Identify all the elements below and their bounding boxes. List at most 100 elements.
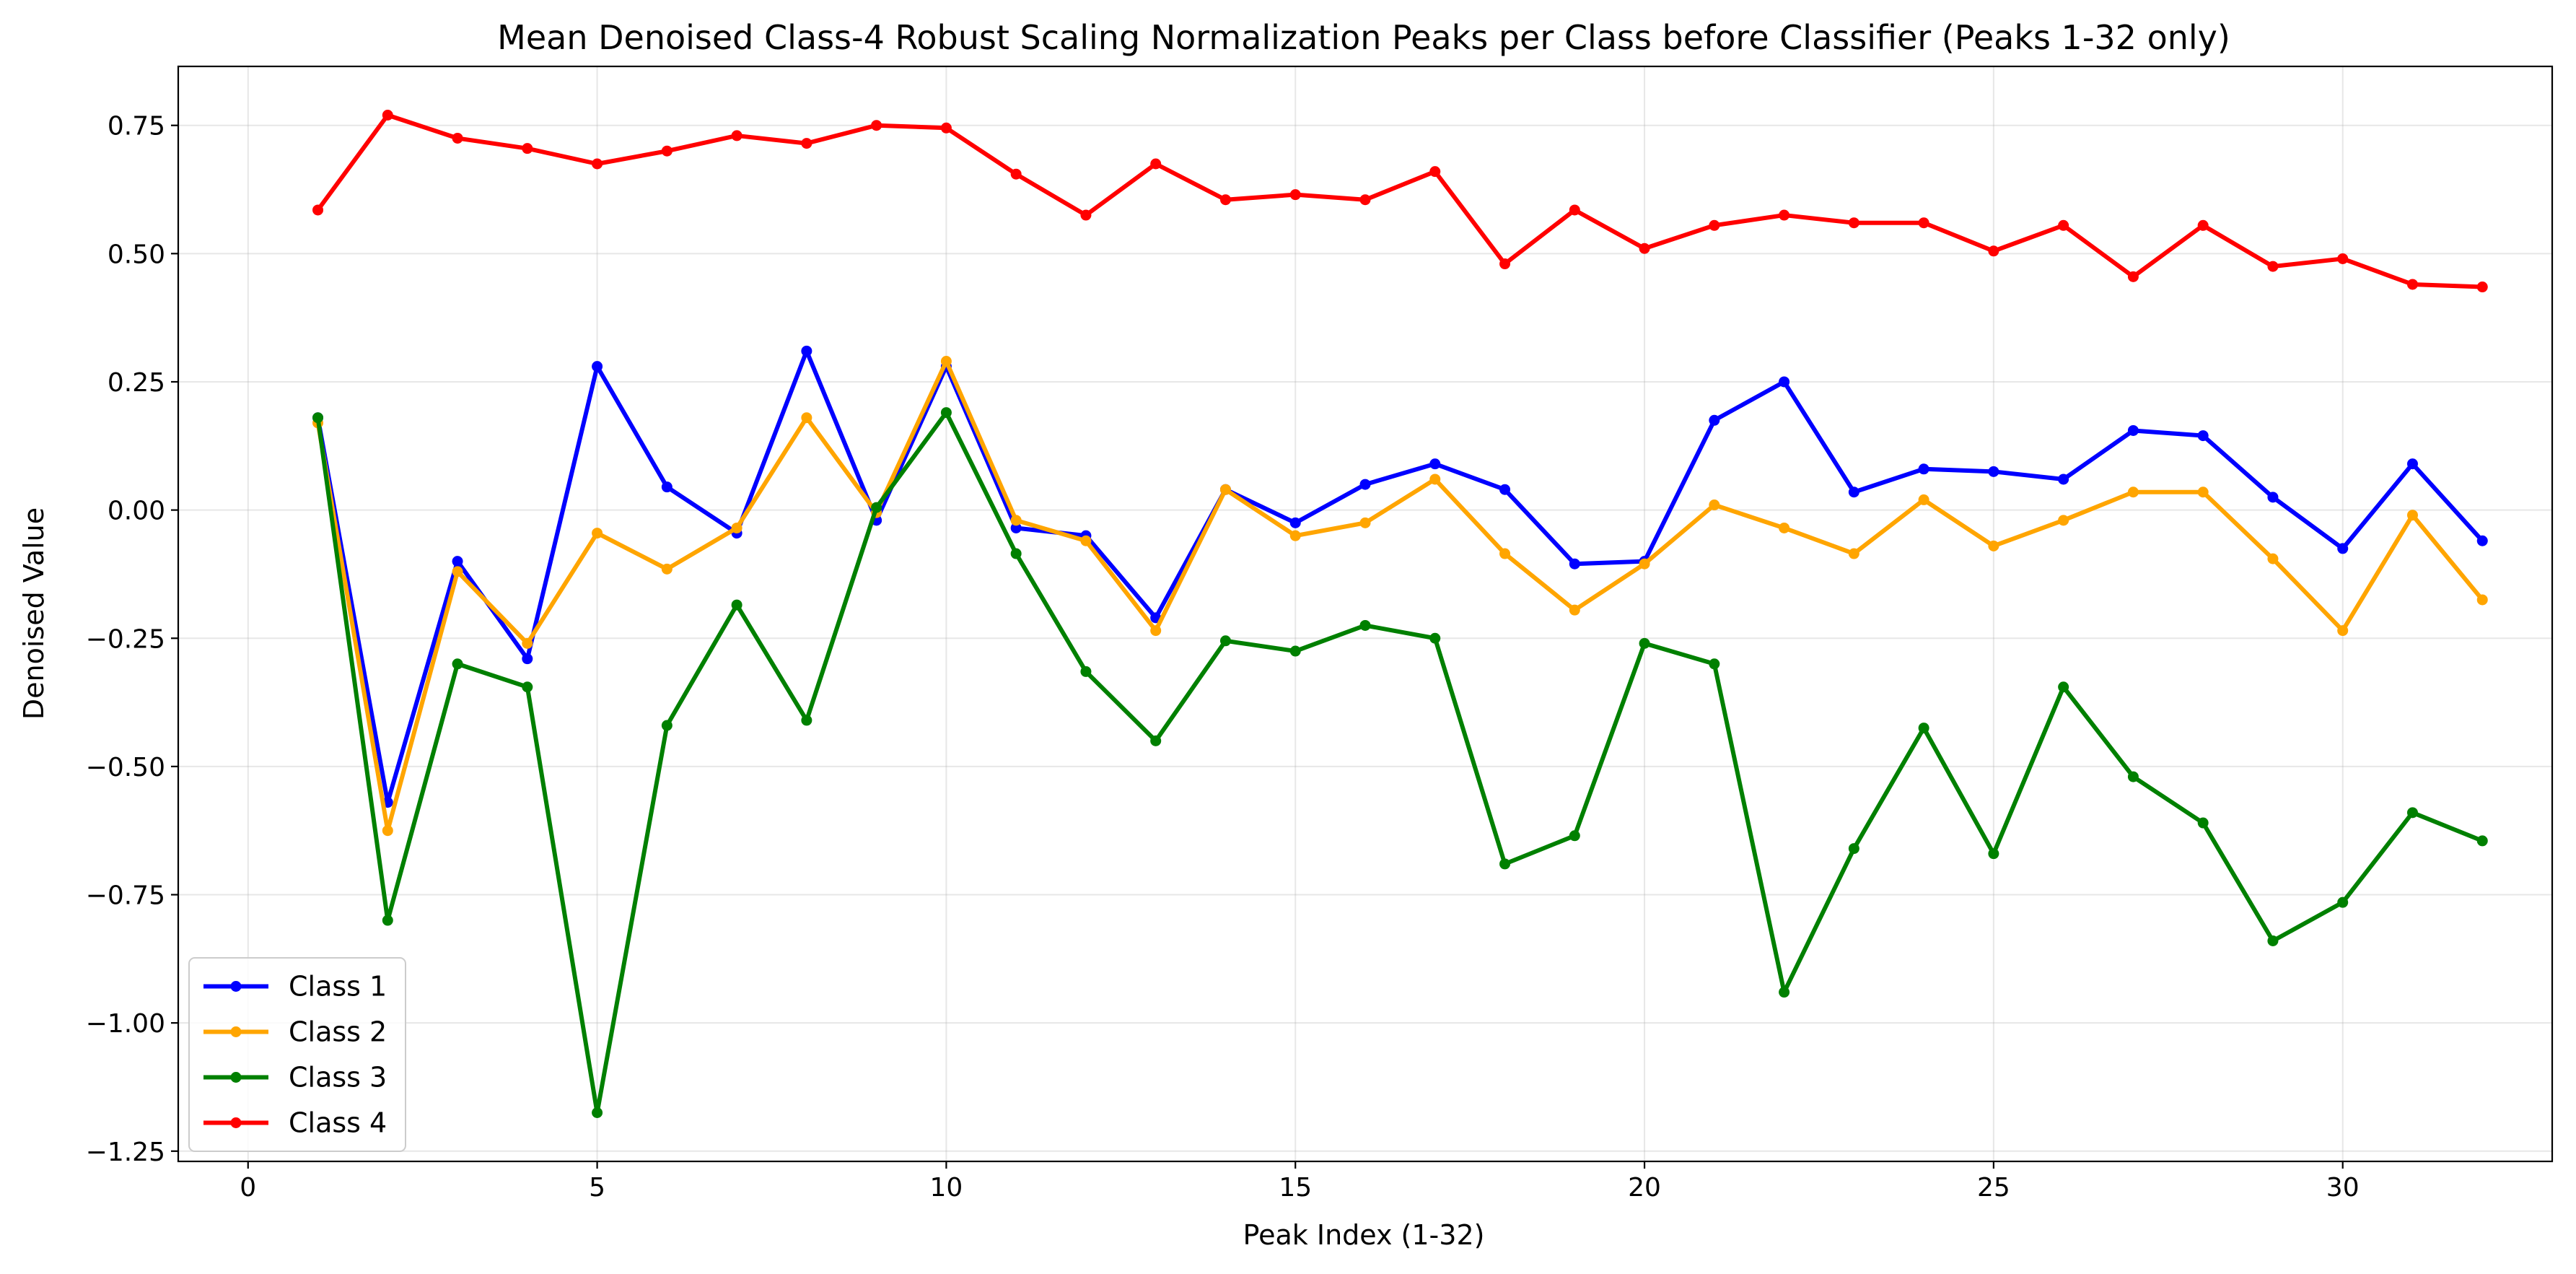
axes-frame	[177, 65, 2554, 1163]
data-point	[522, 637, 533, 649]
data-point	[1918, 463, 1929, 475]
legend-item: Class 2	[203, 1016, 387, 1048]
data-point	[1289, 189, 1301, 201]
data-point	[1918, 494, 1929, 505]
y-tick-label: 0.50	[108, 240, 165, 269]
data-point	[1848, 217, 1859, 229]
series-4	[312, 110, 2488, 293]
data-point	[801, 138, 812, 149]
data-point	[2058, 474, 2069, 485]
data-point	[452, 658, 463, 670]
data-point	[452, 556, 463, 567]
data-point	[1429, 166, 1441, 178]
data-point	[2267, 553, 2279, 564]
data-point	[2406, 807, 2418, 819]
data-point	[312, 204, 324, 216]
data-point	[661, 481, 673, 493]
data-point	[940, 407, 952, 419]
data-point	[1779, 987, 1790, 998]
y-tick-label: 0.75	[108, 112, 165, 141]
legend-item: Class 1	[203, 971, 387, 1003]
data-point	[1569, 830, 1580, 842]
data-point	[2197, 219, 2209, 231]
series-line	[315, 113, 2485, 289]
legend-item: Class 4	[203, 1107, 387, 1139]
data-point	[2406, 510, 2418, 521]
data-point	[1359, 517, 1371, 528]
data-point	[1080, 209, 1092, 221]
data-point	[801, 412, 812, 424]
data-point	[2058, 681, 2069, 693]
x-tick-label: 20	[1628, 1173, 1661, 1203]
data-point	[661, 720, 673, 731]
data-point	[1010, 168, 1022, 180]
data-point	[1779, 522, 1790, 533]
data-point	[1639, 637, 1650, 649]
chart-title: Mean Denoised Class-4 Robust Scaling Nor…	[497, 18, 2230, 57]
data-point	[2127, 487, 2139, 498]
y-tick-label: 0.25	[108, 368, 165, 398]
data-point	[2127, 771, 2139, 782]
data-point	[2406, 458, 2418, 470]
data-point	[2197, 430, 2209, 442]
y-axis-label: Denoised Value	[18, 507, 50, 720]
y-tick-label: −0.50	[86, 753, 165, 782]
legend-label: Class 4	[289, 1107, 387, 1139]
data-point	[1848, 843, 1859, 855]
data-point	[1639, 558, 1650, 570]
data-point	[2058, 515, 2069, 526]
data-point	[2197, 817, 2209, 829]
data-point	[2127, 424, 2139, 436]
data-point	[522, 653, 533, 665]
data-point	[1359, 479, 1371, 490]
data-point	[2127, 271, 2139, 282]
data-point	[2476, 594, 2488, 606]
series-line	[315, 410, 2485, 1115]
x-tick-label: 15	[1279, 1173, 1312, 1203]
x-tick-label: 10	[930, 1173, 963, 1203]
data-point	[1779, 209, 1790, 221]
plot-series	[312, 110, 2488, 1118]
data-point	[592, 361, 603, 372]
data-point	[2337, 896, 2349, 908]
x-tick-label: 0	[240, 1173, 256, 1203]
data-point	[2476, 282, 2488, 293]
data-point	[661, 563, 673, 575]
legend-item: Class 3	[203, 1062, 387, 1094]
data-point	[1219, 484, 1231, 495]
data-point	[1499, 548, 1511, 559]
data-point	[382, 110, 393, 121]
data-point	[1988, 848, 1999, 860]
data-point	[1569, 604, 1580, 616]
data-point	[1429, 458, 1441, 470]
data-point	[382, 915, 393, 926]
data-point	[1010, 515, 1022, 526]
x-tick-label: 25	[1977, 1173, 2010, 1203]
y-tick-label: 0.00	[108, 497, 165, 526]
data-point	[1918, 723, 1929, 734]
data-point	[731, 522, 742, 533]
legend-label: Class 3	[289, 1062, 387, 1094]
data-point	[1289, 530, 1301, 541]
data-point	[1988, 466, 1999, 477]
data-point	[1150, 158, 1162, 170]
series-line	[315, 349, 2485, 805]
data-point	[1289, 517, 1301, 528]
data-point	[452, 132, 463, 144]
data-point	[2476, 535, 2488, 546]
data-point	[1988, 540, 1999, 551]
legend-label: Class 1	[289, 971, 387, 1003]
data-point	[1010, 548, 1022, 559]
data-point	[2337, 543, 2349, 554]
data-point	[1359, 619, 1371, 631]
series-3	[312, 407, 2488, 1118]
data-point	[1080, 666, 1092, 677]
data-point	[731, 599, 742, 611]
y-tick-label: −1.00	[86, 1009, 165, 1039]
legend: Class 1 Class 2 Class 3 Class 4	[188, 957, 406, 1152]
data-point	[522, 681, 533, 693]
legend-label: Class 2	[289, 1016, 387, 1048]
data-point	[1010, 522, 1022, 533]
